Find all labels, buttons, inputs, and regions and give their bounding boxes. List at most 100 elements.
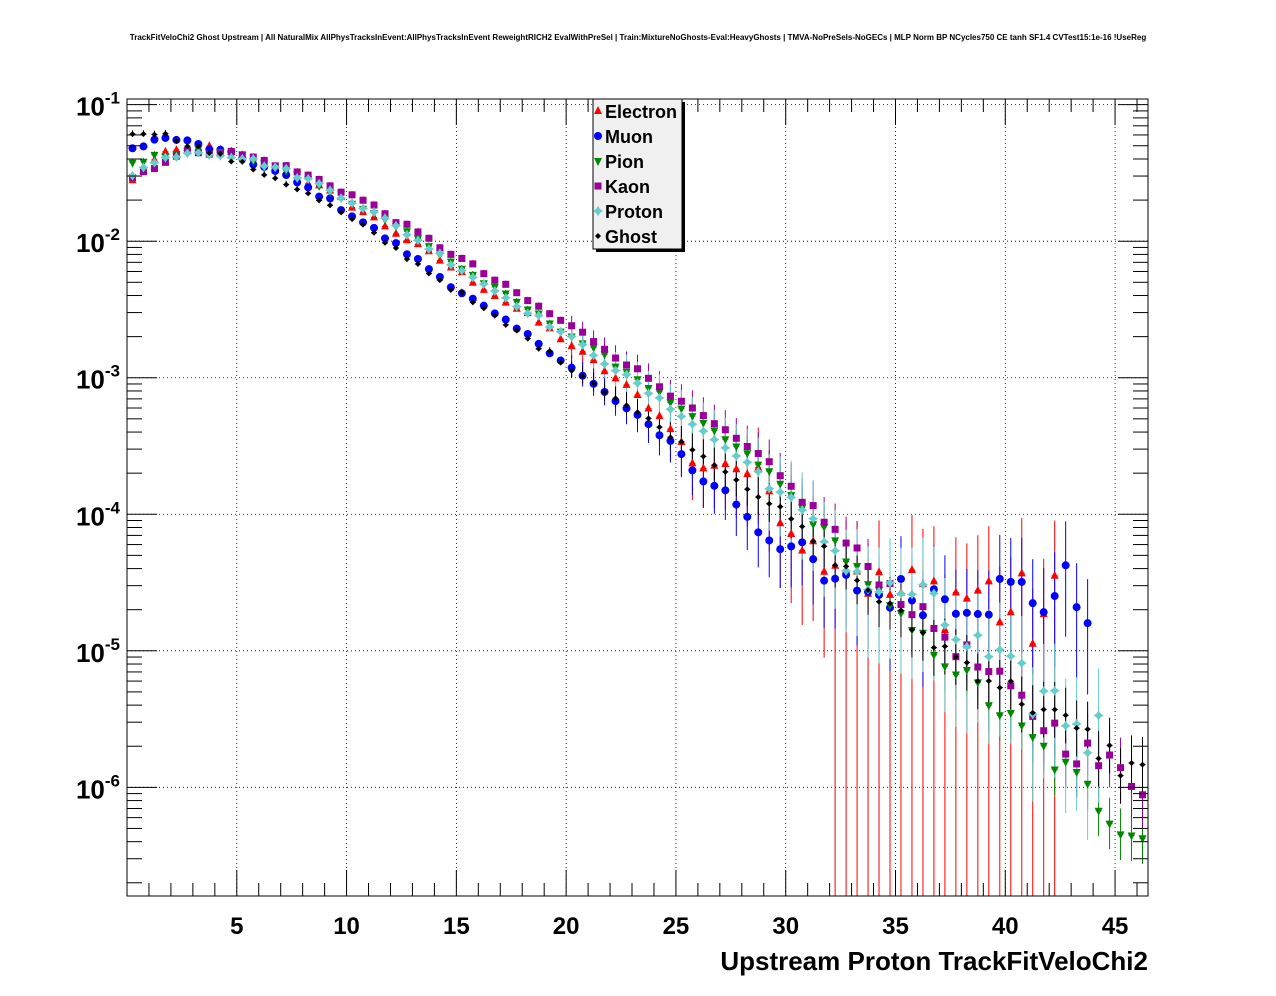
data-point: [456, 265, 467, 276]
data-point: [732, 500, 741, 509]
legend-marker-kaon: [594, 182, 602, 190]
data-point: [994, 644, 1005, 655]
data-point: [831, 574, 840, 583]
legend-marker-ghost: [595, 233, 601, 239]
data-point: [347, 198, 358, 209]
data-point: [140, 131, 147, 138]
data-point: [414, 260, 421, 267]
data-point: [995, 617, 1004, 626]
data-point: [929, 651, 938, 660]
data-point: [755, 494, 762, 501]
data-point: [217, 150, 224, 157]
data-point: [546, 310, 554, 318]
data-point: [150, 151, 159, 160]
data-point: [502, 280, 510, 288]
data-point: [786, 492, 797, 503]
data-point: [1040, 727, 1048, 735]
data-point: [1072, 603, 1081, 612]
data-point: [710, 481, 719, 490]
data-point: [436, 277, 443, 284]
data-point: [412, 235, 423, 246]
data-point: [645, 415, 652, 422]
data-point: [742, 457, 753, 468]
data-point: [621, 369, 632, 380]
data-point: [995, 712, 1004, 721]
data-point: [952, 653, 959, 660]
data-point: [303, 173, 314, 184]
data-point: [972, 630, 983, 641]
data-point: [666, 399, 675, 408]
data-point: [743, 512, 752, 521]
data-point: [1018, 691, 1026, 699]
data-point: [1083, 780, 1092, 789]
data-point: [928, 588, 939, 599]
data-point: [513, 327, 520, 334]
data-point: [403, 256, 410, 263]
data-point: [885, 577, 896, 588]
data-point: [820, 566, 829, 575]
data-point: [853, 586, 862, 595]
data-point: [809, 555, 818, 564]
data-point: [655, 411, 664, 420]
data-point: [940, 663, 949, 672]
data-point: [248, 153, 259, 164]
data-point: [445, 259, 456, 270]
data-point: [458, 254, 466, 262]
data-point: [1073, 760, 1081, 768]
data-point: [1106, 742, 1113, 749]
data-point: [655, 431, 664, 440]
data-point: [1028, 734, 1037, 743]
data-point: [128, 159, 137, 168]
data-point: [699, 477, 708, 486]
data-point: [919, 629, 926, 636]
data-point: [841, 565, 852, 576]
data-point: [228, 158, 235, 165]
data-point: [951, 587, 960, 596]
data-point: [325, 185, 336, 196]
legend-marker-proton: [593, 206, 603, 216]
data-point: [557, 316, 565, 324]
data-point: [544, 321, 555, 332]
data-point: [239, 158, 246, 165]
data-point: [577, 339, 588, 350]
data-point: [677, 450, 686, 459]
data-point: [578, 346, 587, 355]
data-point: [316, 197, 323, 204]
data-point: [391, 228, 400, 237]
data-point: [919, 603, 927, 611]
data-point: [579, 372, 586, 379]
data-point: [732, 434, 740, 442]
data-point: [391, 239, 400, 248]
data-point: [250, 166, 257, 173]
data-point: [710, 427, 719, 436]
data-point: [489, 285, 500, 296]
data-point: [665, 404, 676, 415]
data-point: [656, 424, 663, 431]
data-point: [173, 137, 180, 144]
x-tick-label: 40: [992, 913, 1019, 940]
data-point: [1049, 685, 1060, 696]
data-point: [896, 610, 905, 619]
data-point: [809, 502, 817, 510]
data-point: [666, 424, 675, 433]
data-point: [1084, 739, 1092, 747]
data-point: [1016, 658, 1027, 669]
x-tick-label: 15: [443, 913, 470, 940]
data-point: [666, 436, 675, 445]
data-point: [600, 366, 609, 375]
data-point: [842, 539, 850, 547]
data-point: [162, 130, 169, 137]
data-point: [579, 328, 587, 336]
errors-electron: [129, 142, 1058, 896]
data-point: [458, 289, 465, 296]
data-point: [962, 608, 971, 617]
data-point: [984, 610, 993, 619]
data-point: [732, 464, 741, 473]
y-tick-label: 10-4: [76, 498, 121, 531]
data-point: [788, 515, 795, 522]
data-point: [128, 144, 137, 153]
data-point: [753, 466, 764, 477]
data-point: [1117, 764, 1125, 772]
data-point: [1050, 570, 1059, 579]
data-point: [599, 358, 610, 369]
